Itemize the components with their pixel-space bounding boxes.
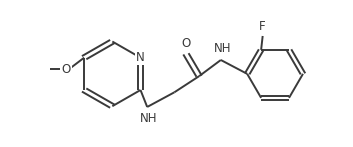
Text: NH: NH <box>214 42 231 55</box>
Text: F: F <box>259 20 266 33</box>
Text: O: O <box>61 63 71 76</box>
Text: N: N <box>136 51 145 64</box>
Text: NH: NH <box>140 112 157 125</box>
Text: O: O <box>181 37 191 50</box>
